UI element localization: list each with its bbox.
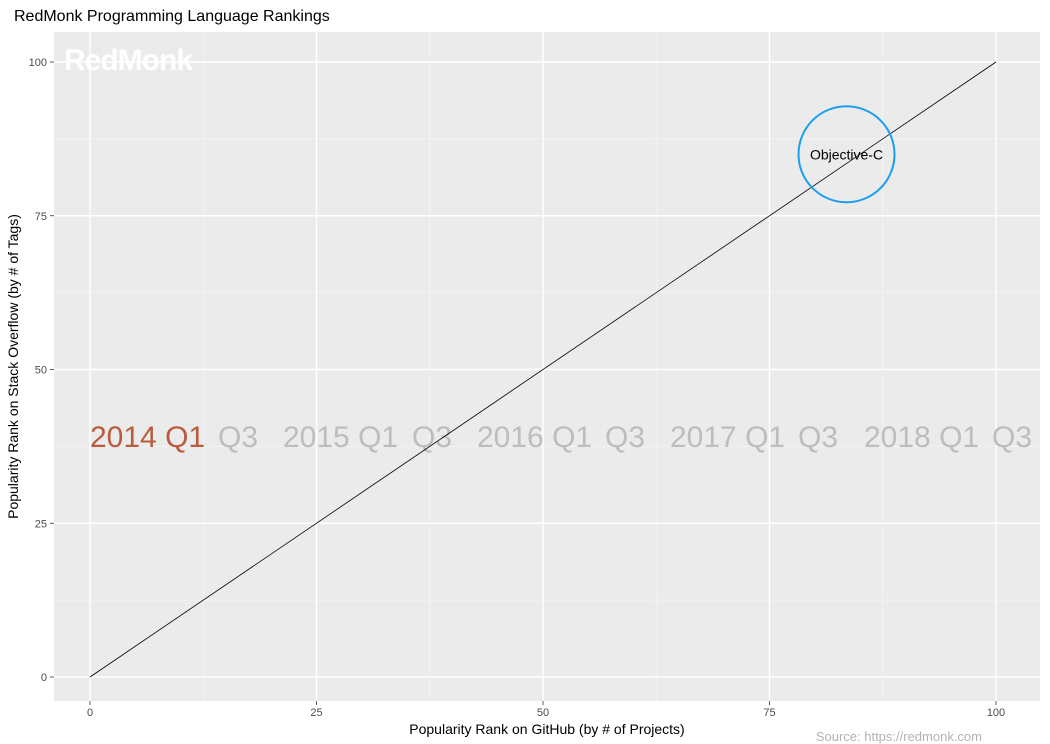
y-tick-label: 0: [41, 672, 47, 684]
timeline-label: Q3: [605, 421, 645, 454]
timeline-label: Q3: [992, 421, 1032, 454]
timeline-label: 2018 Q1: [864, 421, 979, 454]
minor-gridlines: [54, 32, 1040, 701]
chart-title: RedMonk Programming Language Rankings: [14, 8, 330, 25]
timeline-label: Q3: [798, 421, 838, 454]
y-tick-label: 75: [35, 211, 47, 223]
point-marker: [797, 105, 896, 204]
y-tick-label: 25: [35, 518, 47, 530]
x-tick-label: 75: [763, 707, 775, 719]
redmonk-watermark: RedMonk: [64, 44, 193, 77]
x-tick-label: 50: [537, 707, 549, 719]
timeline-labels: 2014 Q1 Q3 2015 Q1 Q3 2016 Q1 Q3 2017 Q1 Q3 2018…: [90, 421, 1032, 454]
y-tick-label: 50: [35, 365, 47, 377]
x-tick-label: 25: [310, 707, 322, 719]
data-points: Objective-C: [797, 105, 896, 204]
timeline-label: 2014 Q1: [90, 421, 205, 454]
source-caption: Source: https://redmonk.com: [816, 729, 982, 744]
x-tick-label: 0: [87, 707, 93, 719]
timeline-label: Q3: [412, 421, 452, 454]
x-tick-label: 100: [987, 707, 1005, 719]
y-axis-title: Popularity Rank on Stack Overflow (by # …: [5, 214, 21, 519]
x-axis-title: Popularity Rank on GitHub (by # of Proje…: [409, 721, 684, 737]
point-label: Objective-C: [810, 146, 883, 162]
x-axis-ticks: 0 25 50 75 100: [87, 701, 1005, 719]
y-axis-ticks: 0 25 50 75 100: [29, 57, 54, 684]
timeline-label: 2017 Q1: [670, 421, 785, 454]
y-tick-label: 100: [29, 57, 47, 69]
timeline-label: Q3: [218, 421, 258, 454]
timeline-label: 2015 Q1: [283, 421, 398, 454]
timeline-label: 2016 Q1: [477, 421, 592, 454]
reference-diagonal-line: [89, 61, 997, 678]
major-gridlines: [54, 32, 1040, 701]
